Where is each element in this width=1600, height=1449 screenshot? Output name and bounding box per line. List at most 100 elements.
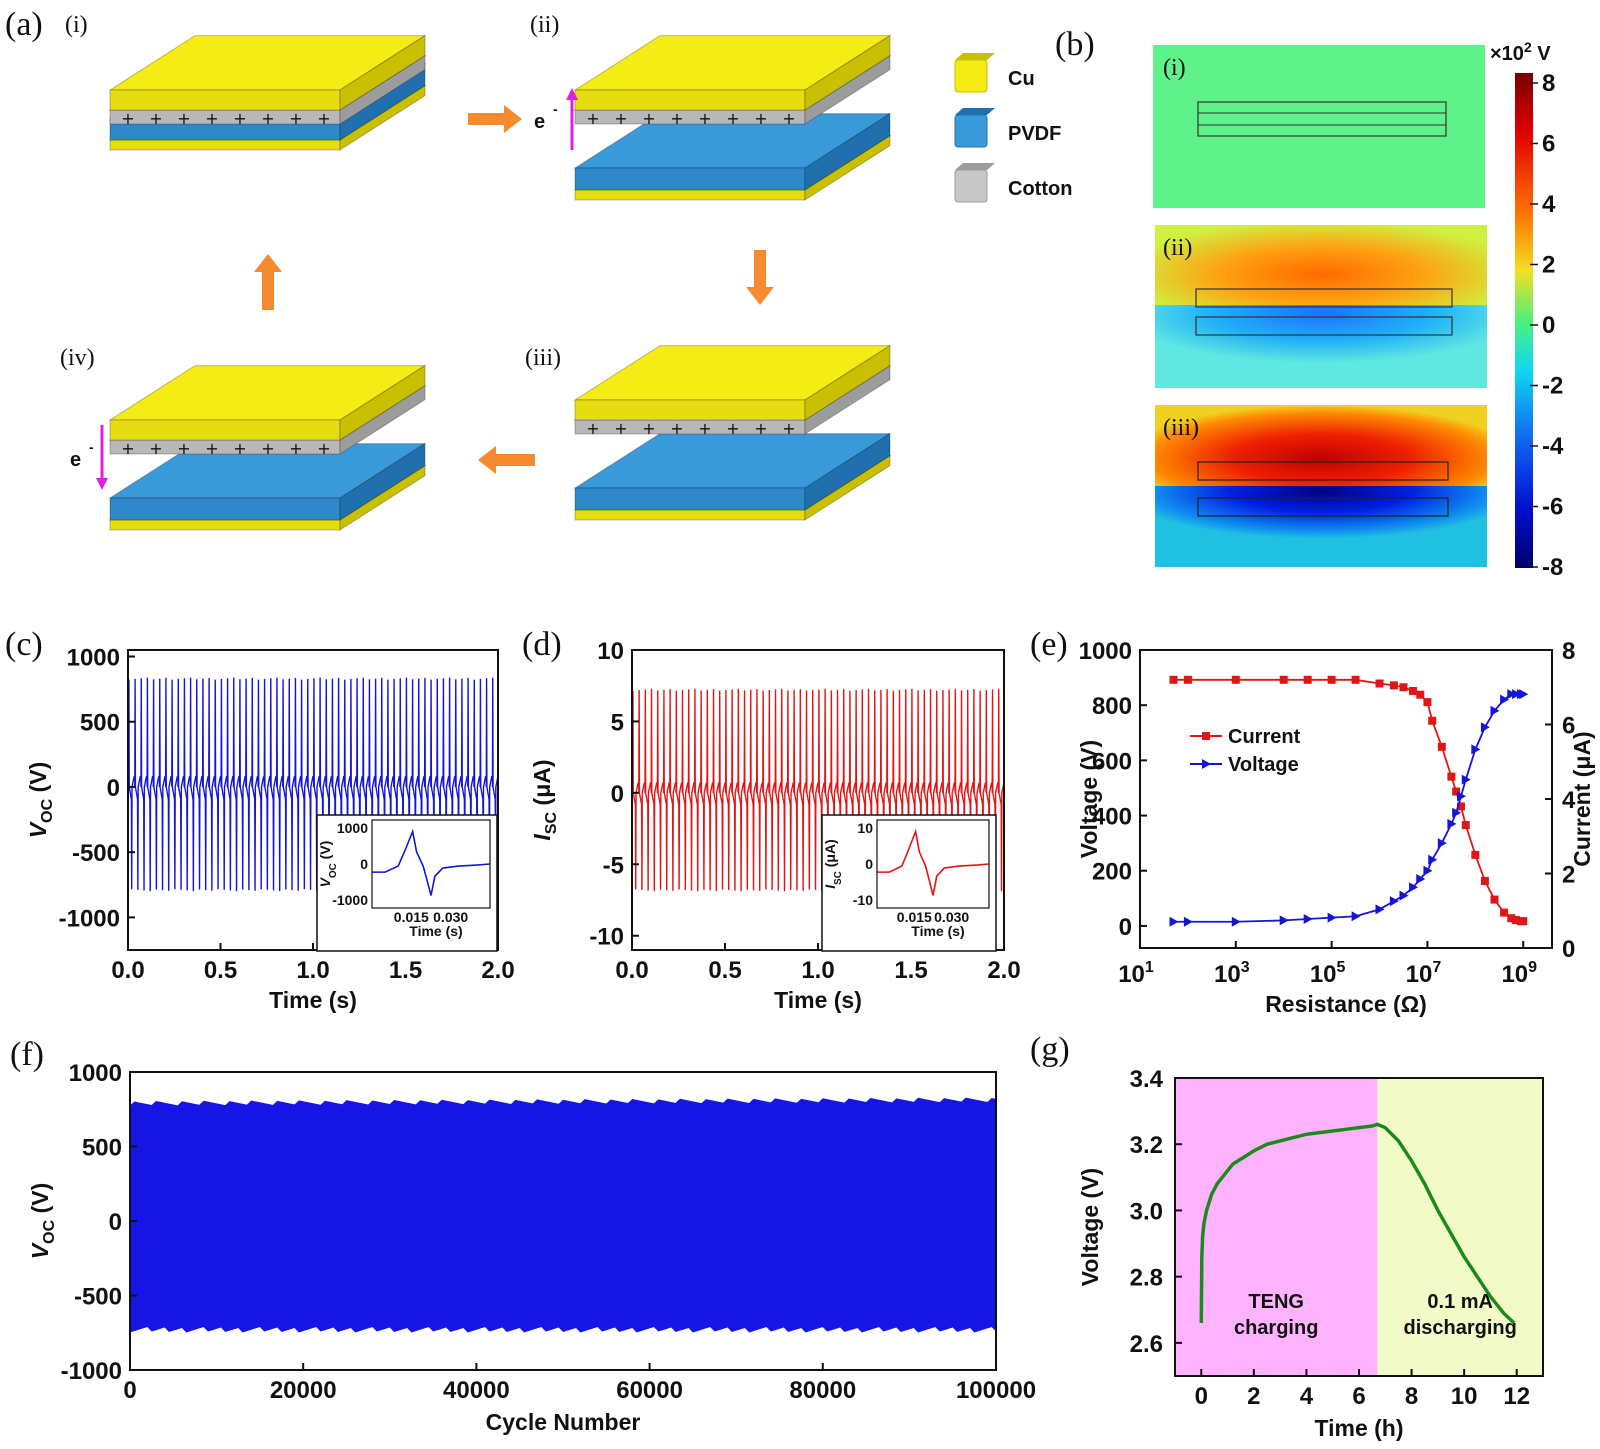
- device-stage-iii-charge-mark: +: [586, 419, 599, 438]
- colorbar-unit: ×102 V: [1490, 39, 1551, 65]
- device-stage-iii-top-cu: [573, 344, 892, 421]
- panelD-inset-frame: [821, 814, 997, 952]
- electron-sup-iv: -: [89, 439, 94, 455]
- point-current: [1303, 675, 1312, 684]
- panel-e-ytick-left-label: 200: [1092, 859, 1132, 886]
- colorbar-tick-label: -2: [1542, 373, 1563, 400]
- panelC-inset-ytick-label: 1000: [337, 820, 368, 836]
- point-voltage: [1428, 854, 1438, 865]
- panel-e-ytick-left-label: 0: [1119, 914, 1132, 941]
- device-stage-iii-charge-mark: +: [614, 419, 627, 438]
- panelD-xlabel: Time (s): [774, 987, 862, 1013]
- point-current: [1519, 917, 1528, 926]
- device-stage-ii-top-cu: [573, 34, 892, 111]
- panel-f-signal-band: [130, 1097, 996, 1333]
- legend-label-pvdf: PVDF: [1008, 123, 1061, 145]
- panel-f-ytick-label: -1000: [61, 1358, 122, 1385]
- device-stage-ii-bottom-cu-side: [804, 134, 891, 201]
- device-stage-i-cotton-front: [109, 109, 341, 125]
- panelD-xtick-label: 0.0: [615, 957, 648, 984]
- device-stage-ii-charge-mark: +: [586, 109, 599, 128]
- panelD-ylabel: ISC (μA): [529, 759, 560, 840]
- point-voltage: [1303, 914, 1313, 925]
- colorbar-tick-label: 2: [1542, 252, 1555, 279]
- point-voltage: [1447, 818, 1457, 829]
- panel-f-xtick-label: 20000: [270, 1377, 337, 1404]
- point-current: [1500, 908, 1509, 917]
- device-stage-iii-cotton-side: [804, 364, 891, 435]
- point-voltage: [1452, 807, 1462, 818]
- panel-g-ytick-label: 3.2: [1130, 1132, 1163, 1159]
- cycle-arrow-down-head: [746, 287, 774, 305]
- panel-e-xlabel: Resistance (Ω): [1265, 991, 1427, 1017]
- sim-top-electrode-ii: [1195, 288, 1453, 308]
- sim-label-i: (i): [1163, 55, 1186, 81]
- device-stage-iv-charge-mark: +: [317, 439, 330, 458]
- point-voltage: [1437, 838, 1447, 849]
- panelC-xtick-label: 0.5: [204, 957, 237, 984]
- legend-swatch-top-cotton: [955, 163, 995, 170]
- device-stage-i-charge-mark: +: [205, 109, 218, 128]
- point-voltage: [1507, 689, 1517, 700]
- device-stage-iv-charge-mark: +: [205, 439, 218, 458]
- panel-f-xlabel: Cycle Number: [486, 1409, 641, 1435]
- panel-d-chart: 0.0 0.5 1.0 1.5 2.0 10 5 0 -5 -10 Time (s) ISC (μA)…: [529, 638, 1021, 1013]
- panel-f-ylabel: VOC (V): [27, 1183, 58, 1260]
- panelD-signal-line: [631, 688, 1005, 892]
- legend-swatch-top-pvdf: [955, 108, 995, 115]
- panel-e-chart: 101 103 105 107 109 0 200 400 600 800 1000 0 2 4 6 8 Res…: [1076, 638, 1595, 1017]
- colorbar-tick-label: 4: [1542, 191, 1556, 218]
- device-stage-i-charge-mark: +: [233, 109, 246, 128]
- panel-e-ytick-right-label: 4: [1562, 787, 1576, 814]
- legend-swatch-cu: [954, 59, 988, 93]
- point-voltage: [1471, 744, 1481, 755]
- panel-g-region-1: [1377, 1078, 1543, 1376]
- panel-g-xtick-label: 6: [1352, 1383, 1365, 1410]
- panelC-xtick-label: 1.5: [389, 957, 422, 984]
- point-current: [1351, 675, 1360, 684]
- colorbar: [1515, 73, 1533, 568]
- sim-field-negative-ii: [1155, 305, 1487, 388]
- point-voltage: [1519, 689, 1529, 700]
- device-stage-iv-charge-mark: +: [177, 439, 190, 458]
- device-stage-iii-bottom-cu-front: [574, 509, 806, 521]
- colorbar-tick-label: 0: [1542, 312, 1555, 339]
- sim-bottom-electrode-ii: [1195, 316, 1453, 336]
- panelC-xlabel: Time (s): [269, 987, 357, 1013]
- cycle-arrow-right-head: [504, 105, 522, 133]
- point-voltage: [1480, 722, 1490, 733]
- panelC-inset-xtick-label: 0.030: [433, 909, 468, 925]
- device-stage-i-charge-mark: +: [261, 109, 274, 128]
- device-stage-ii-charge-mark: +: [726, 109, 739, 128]
- panelD-inset-ytick-label: 0: [865, 856, 873, 872]
- point-voltage: [1461, 774, 1471, 785]
- panelD-xtick-label: 2.0: [987, 957, 1020, 984]
- cycle-arrow-up-head: [254, 254, 282, 272]
- point-current: [1480, 876, 1489, 885]
- panel-g-ytick-label: 2.6: [1130, 1331, 1163, 1358]
- device-stage-iii-top-cu-side: [804, 344, 891, 421]
- point-voltage: [1169, 916, 1179, 927]
- stage-label-ii: (ii): [530, 12, 559, 38]
- panelD-ytick-label: -5: [603, 852, 624, 879]
- panelC-ytick-label: -500: [72, 840, 120, 867]
- point-current: [1428, 716, 1437, 725]
- point-voltage: [1231, 916, 1241, 927]
- device-stage-ii-pvdf-side: [804, 112, 891, 191]
- panel-g-ytick-label: 2.8: [1130, 1265, 1163, 1292]
- colorbar-tick-label: 6: [1542, 131, 1555, 158]
- device-stage-ii-charge-mark: +: [754, 109, 767, 128]
- panelC-ytick-label: -1000: [59, 905, 120, 932]
- panelC-xtick-label: 1.0: [296, 957, 329, 984]
- sim-top-electrode-iii: [1197, 461, 1449, 481]
- point-current: [1169, 675, 1178, 684]
- legend-label-voltage: Voltage: [1228, 754, 1299, 776]
- sim-bottom-electrode-iii: [1197, 497, 1449, 517]
- panel-g-region-label-0: charging: [1234, 1317, 1318, 1339]
- panelD-ytick-label: 0: [611, 781, 624, 808]
- panelC-ytick-label: 1000: [67, 645, 120, 672]
- point-voltage: [1490, 705, 1500, 716]
- panel-letter-e: (e): [1030, 626, 1068, 663]
- electron-flow-arrow-up-head: [566, 88, 578, 100]
- colorbar-tick-label: 8: [1542, 70, 1555, 97]
